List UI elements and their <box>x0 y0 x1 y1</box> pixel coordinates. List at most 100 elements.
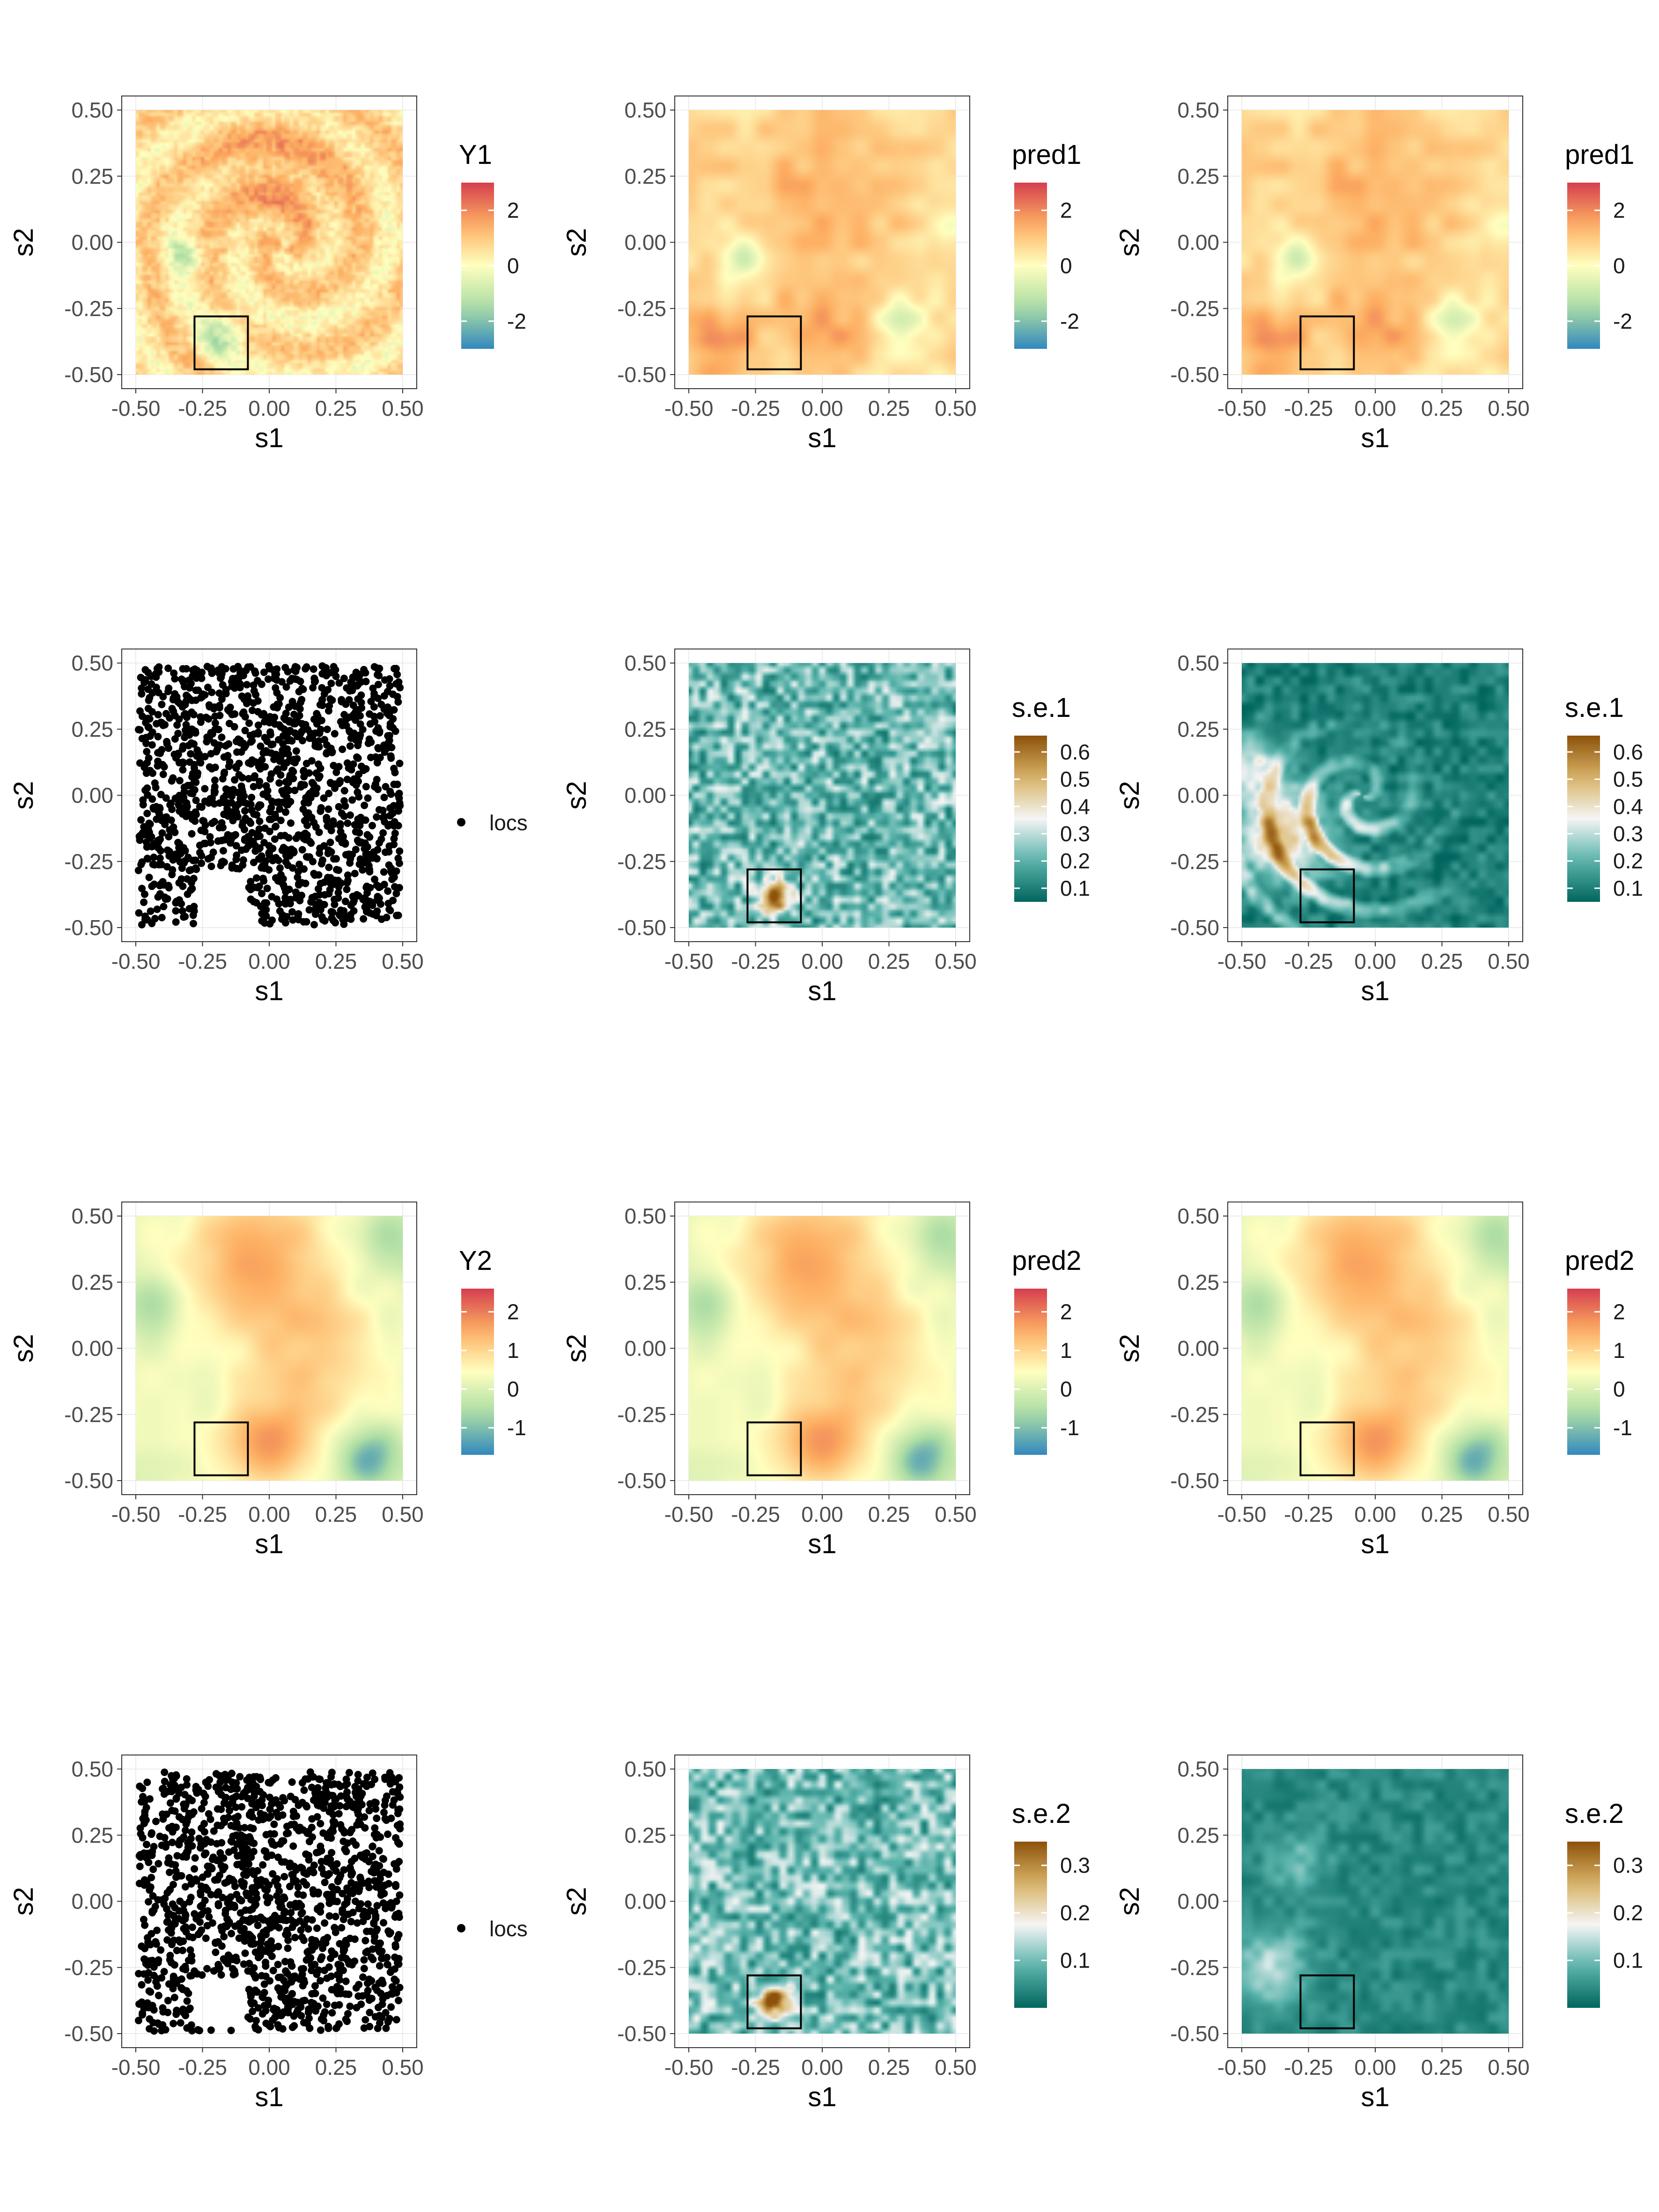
location-point <box>152 1978 160 1986</box>
location-point <box>243 1867 251 1875</box>
location-point <box>328 1769 336 1777</box>
location-point <box>307 898 315 906</box>
location-point <box>287 819 295 827</box>
chart-p33: pred2 2 1 0 -1 -0.50 -0.50 -0.25 -0.25 0.00 0.00 0.… <box>1114 1202 1634 1559</box>
location-point <box>295 881 302 889</box>
x-tick-label: 0.00 <box>1354 396 1396 420</box>
location-point <box>356 1873 364 1881</box>
location-point <box>273 1809 280 1817</box>
location-point <box>169 1984 177 1992</box>
location-point <box>218 733 226 741</box>
location-point <box>147 907 155 915</box>
location-point <box>276 1803 284 1811</box>
x-tick-label: 0.00 <box>1354 949 1396 973</box>
location-point <box>197 826 205 834</box>
location-point <box>347 911 354 919</box>
location-point <box>262 912 270 920</box>
location-point <box>138 921 146 929</box>
location-point <box>266 713 274 721</box>
location-point <box>321 1879 329 1887</box>
location-point <box>308 1815 316 1823</box>
location-point <box>179 1965 187 1973</box>
location-point <box>375 665 383 673</box>
location-point <box>346 1888 354 1896</box>
x-axis-title: s1 <box>255 423 283 453</box>
location-point <box>315 760 323 768</box>
location-point <box>396 1783 404 1791</box>
location-point <box>215 669 223 677</box>
location-point <box>369 1842 376 1850</box>
location-point <box>269 1967 277 1975</box>
location-point <box>257 1939 265 1947</box>
location-point <box>221 1957 229 1965</box>
location-point <box>221 836 229 844</box>
location-point <box>384 1927 392 1935</box>
location-point <box>167 827 175 835</box>
location-point <box>155 804 163 811</box>
location-point <box>374 2024 382 2032</box>
location-point <box>158 829 166 837</box>
x-tick-label: 0.25 <box>1421 396 1463 420</box>
location-point <box>396 684 404 692</box>
location-point <box>204 1862 212 1870</box>
location-point <box>289 1842 297 1850</box>
location-point <box>302 759 310 767</box>
legend-tick-label: 0 <box>1613 254 1625 278</box>
location-point <box>134 866 142 874</box>
location-point <box>245 1860 253 1868</box>
location-point <box>284 2003 292 2011</box>
location-point <box>170 1993 178 2001</box>
panel-p13: pred1 2 0 -2 -0.50 -0.50 -0.25 -0.25 0.00 0.00 0.2… <box>1106 0 1659 553</box>
location-point <box>375 1847 383 1855</box>
y-tick-label: 0.00 <box>1177 1336 1219 1361</box>
y-tick-label: 0.00 <box>71 1336 113 1361</box>
location-point <box>357 1851 365 1859</box>
location-point <box>154 1896 162 1904</box>
location-point <box>140 763 148 771</box>
legend-tick-label: 0.3 <box>1060 1853 1090 1878</box>
location-point <box>244 842 252 850</box>
location-point <box>327 1972 335 1980</box>
location-point <box>254 1954 262 1961</box>
location-point <box>239 1863 247 1871</box>
location-point <box>310 921 318 929</box>
location-point <box>248 1884 256 1892</box>
y-tick-label: 0.00 <box>624 1889 666 1914</box>
location-point <box>292 747 300 755</box>
location-point <box>274 1942 282 1950</box>
y-tick-label: -0.50 <box>64 362 113 387</box>
chart-p21: locs -0.50 -0.50 -0.25 -0.25 0.00 0.00 0.25 0.25… <box>8 649 528 1006</box>
location-point <box>250 699 258 707</box>
location-point <box>159 1810 167 1818</box>
location-point <box>186 2004 194 2012</box>
location-point <box>278 678 286 686</box>
location-point <box>366 833 374 841</box>
location-point <box>154 2019 162 2027</box>
location-point <box>359 726 367 734</box>
location-point <box>156 847 164 855</box>
y-tick-label: 0.50 <box>71 98 113 122</box>
location-point <box>140 890 148 898</box>
location-point <box>315 737 323 745</box>
y-tick-label: 0.00 <box>71 230 113 255</box>
location-point <box>327 908 335 916</box>
location-point <box>364 739 372 747</box>
location-point <box>374 694 382 702</box>
location-point <box>229 665 237 673</box>
location-point <box>253 829 261 837</box>
location-point <box>168 870 176 878</box>
y-tick-label: 0.25 <box>1177 164 1219 188</box>
location-point <box>285 834 293 842</box>
location-point <box>200 840 208 848</box>
location-point <box>134 2017 142 2025</box>
location-point <box>394 822 402 830</box>
location-point <box>170 2020 177 2028</box>
location-point <box>325 1963 333 1971</box>
location-point <box>278 846 286 854</box>
location-point <box>140 898 148 906</box>
location-point <box>361 1937 369 1945</box>
location-point <box>241 807 249 815</box>
location-point <box>280 1994 288 2002</box>
x-tick-label: 0.00 <box>248 396 290 420</box>
location-point <box>393 1859 401 1867</box>
